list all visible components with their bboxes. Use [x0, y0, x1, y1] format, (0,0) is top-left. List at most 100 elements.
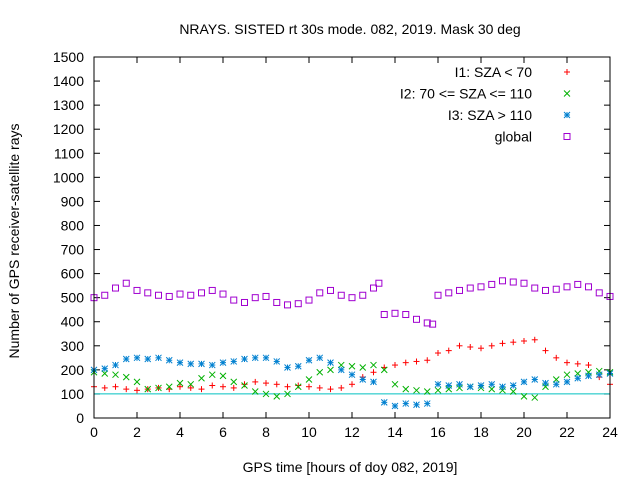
- data-point: [284, 301, 291, 309]
- data-point: [262, 354, 270, 362]
- data-point: [251, 354, 259, 362]
- data-point: [241, 298, 248, 306]
- data-point: [552, 380, 560, 388]
- data-point: [273, 392, 281, 400]
- data-point: [380, 311, 388, 319]
- data-point: [134, 387, 140, 394]
- data-point: [413, 315, 420, 323]
- x-tick-label: 0: [90, 424, 98, 440]
- y-tick-label: 200: [61, 362, 85, 378]
- data-point: [144, 355, 152, 363]
- data-point: [241, 382, 248, 389]
- data-point: [456, 342, 463, 349]
- axis-ticks: 0 2 4 6 8 10 12 14 16 18 20 22 240100200300400500600…: [53, 49, 618, 440]
- data-point: [176, 379, 184, 387]
- data-point: [488, 380, 496, 388]
- x-tick-label: 22: [559, 424, 575, 440]
- data-point: [499, 383, 506, 391]
- data-point: [563, 283, 571, 291]
- data-point: [101, 291, 109, 299]
- data-point: [198, 374, 205, 382]
- data-point: [306, 383, 312, 390]
- x-tick-label: 24: [602, 424, 618, 440]
- data-point: [122, 279, 130, 287]
- data-point: [112, 371, 119, 379]
- data-point: [553, 354, 560, 361]
- data-point: [488, 280, 496, 288]
- data-point: [499, 277, 506, 285]
- x-tick-label: 2: [133, 424, 141, 440]
- legend-marker: [563, 111, 571, 119]
- data-point: [520, 279, 528, 287]
- data-point: [477, 382, 485, 389]
- data-point: [542, 379, 549, 387]
- data-point: [101, 384, 108, 391]
- data-point: [423, 388, 431, 395]
- data-point: [531, 284, 539, 292]
- x-axis-label: GPS time [hours of doy 082, 2019]: [243, 459, 458, 475]
- x-tick-label: 6: [219, 424, 227, 440]
- data-point: [542, 286, 549, 294]
- legend-marker: [563, 90, 571, 97]
- data-point: [176, 359, 184, 367]
- data-point: [359, 291, 367, 299]
- x-tick-label: 12: [344, 424, 360, 440]
- data-point: [402, 400, 410, 407]
- data-point: [380, 366, 388, 374]
- data-point: [198, 360, 205, 368]
- y-tick-label: 400: [61, 314, 85, 330]
- plot-frame: [93, 56, 611, 419]
- y-tick-label: 900: [61, 193, 85, 209]
- legend-label: I2: 70 <= SZA <= 110: [400, 86, 532, 102]
- data-point: [563, 371, 571, 379]
- data-point: [123, 386, 130, 393]
- data-point: [305, 356, 313, 364]
- data-point: [284, 383, 291, 390]
- data-point: [209, 382, 216, 389]
- y-tick-label: 0: [76, 410, 84, 426]
- data-point: [392, 362, 398, 369]
- data-point: [488, 342, 495, 349]
- data-point: [252, 378, 259, 385]
- data-point: [316, 354, 324, 362]
- data-point: [165, 292, 173, 300]
- series-i3-sza-110: [90, 354, 614, 410]
- chart-title: NRAYS. SISTED rt 30s mode. 082, 2019. Ma…: [179, 21, 520, 37]
- data-point: [251, 294, 259, 302]
- data-point: [327, 366, 334, 374]
- y-tick-label: 1300: [53, 97, 84, 113]
- data-point: [327, 386, 334, 393]
- data-point: [230, 378, 238, 386]
- data-point: [402, 359, 409, 366]
- y-tick-label: 600: [61, 266, 85, 282]
- data-point: [424, 357, 431, 364]
- data-point: [155, 291, 162, 299]
- data-point: [402, 311, 410, 319]
- data-point: [241, 355, 248, 363]
- series-global: [90, 277, 614, 328]
- data-point: [429, 320, 437, 328]
- data-point: [531, 336, 538, 343]
- y-tick-label: 1400: [53, 73, 84, 89]
- data-point: [337, 361, 345, 369]
- data-point: [370, 369, 377, 376]
- data-point: [208, 361, 216, 369]
- data-point: [552, 285, 560, 293]
- data-point: [176, 290, 184, 298]
- data-point: [391, 380, 399, 388]
- data-point: [574, 280, 582, 288]
- data-point: [101, 370, 109, 377]
- y-tick-label: 1100: [54, 145, 84, 161]
- data-point: [370, 361, 377, 369]
- data-point: [155, 384, 162, 392]
- data-point: [520, 392, 528, 400]
- data-point: [509, 382, 517, 389]
- data-point: [316, 384, 323, 391]
- y-tick-label: 700: [61, 242, 85, 258]
- data-point: [380, 399, 388, 406]
- x-tick-label: 10: [301, 424, 317, 440]
- data-point: [112, 361, 119, 369]
- data-point: [585, 283, 592, 291]
- legend-label: I3: SZA > 110: [448, 107, 532, 123]
